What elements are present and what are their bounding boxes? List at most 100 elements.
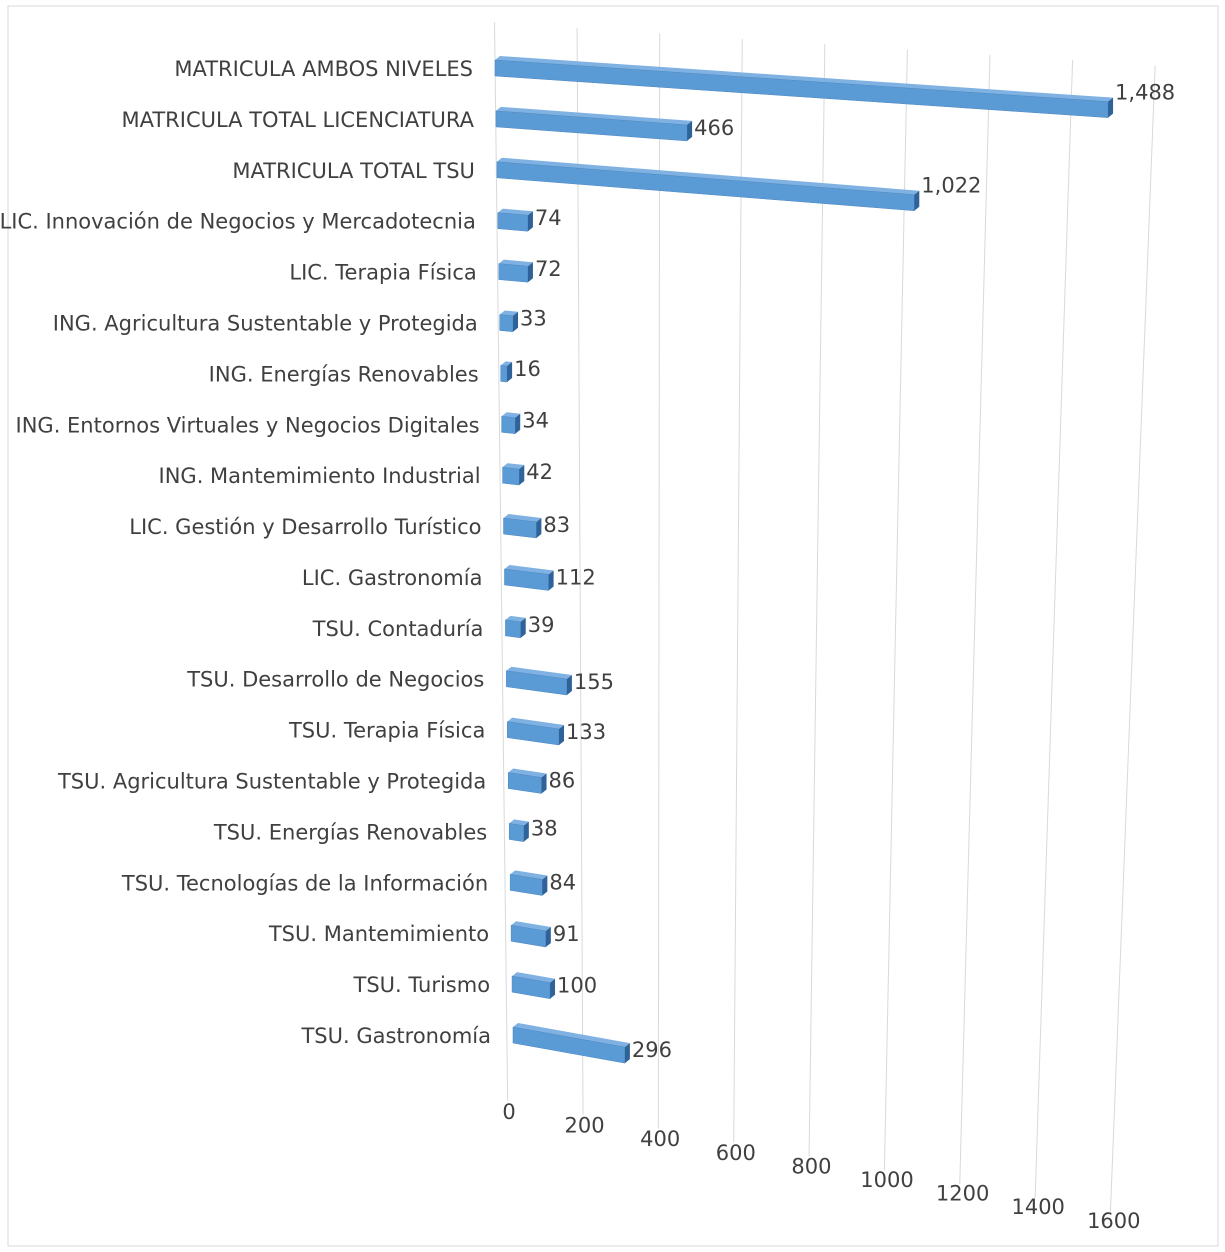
bar-top (504, 564, 554, 575)
grid-line (883, 49, 908, 1171)
category-label: TSU. Energías Renovables (213, 820, 487, 844)
category-label: ING. Entornos Virtuales y Negocios Digit… (16, 413, 480, 437)
bar-end (527, 262, 533, 283)
bar-top (507, 717, 565, 729)
category-label: LIC. Innovación de Negocios y Mercadotec… (0, 210, 476, 234)
bar (502, 466, 520, 486)
grid-line (733, 38, 743, 1143)
value-label: 42 (526, 460, 553, 484)
value-label: 466 (694, 116, 734, 140)
value-label: 155 (574, 670, 614, 694)
bar-top (508, 768, 547, 778)
grid-line (494, 22, 509, 1101)
category-label: TSU. Contaduría (312, 617, 484, 641)
bar-end (542, 875, 548, 896)
bar-top (511, 921, 551, 932)
bar-end (523, 821, 529, 842)
category-label: ING. Mantemimiento Industrial (159, 464, 481, 488)
category-label: TSU. Turismo (353, 973, 491, 997)
bar (501, 415, 516, 434)
x-tick-label: 800 (791, 1154, 831, 1178)
category-label: TSU. Desarrollo de Negocios (186, 668, 484, 692)
value-label: 112 (556, 565, 596, 589)
chart-frame (7, 5, 1219, 1247)
x-tick-label: 1000 (860, 1168, 913, 1192)
category-label: ING. Agricultura Sustentable y Protegida (53, 311, 478, 335)
value-label: 83 (543, 513, 570, 537)
value-label: 1,022 (921, 174, 981, 198)
value-label: 133 (566, 720, 606, 744)
value-label: 1,488 (1115, 81, 1175, 105)
x-tick-label: 600 (716, 1141, 756, 1165)
grid-line (808, 44, 826, 1157)
category-label: LIC. Gestión y Desarrollo Turístico (129, 515, 481, 539)
value-label: 38 (531, 817, 558, 841)
value-label: 16 (514, 357, 541, 381)
x-tick-label: 0 (502, 1100, 515, 1124)
value-label: 74 (535, 206, 562, 230)
bar-top (510, 870, 548, 880)
category-label: MATRICULA AMBOS NIVELES (174, 57, 473, 81)
bar-end (687, 120, 693, 141)
x-tick-label: 1600 (1087, 1209, 1140, 1233)
grid-line (576, 27, 584, 1115)
bar (505, 619, 521, 639)
bar-top (506, 666, 572, 679)
bar-end (541, 773, 547, 794)
bar-end (515, 413, 521, 434)
bar-top (500, 361, 513, 367)
value-label: 34 (522, 409, 549, 433)
category-label: MATRICULA TOTAL TSU (232, 159, 475, 183)
bar-top (513, 1023, 630, 1048)
category-label: MATRICULA TOTAL LICENCIATURA (121, 108, 474, 132)
bar-end (536, 517, 542, 538)
bar-end (914, 190, 920, 211)
bar-top (498, 259, 533, 267)
bar-top (503, 514, 542, 522)
bar (497, 212, 529, 232)
x-tick-label: 1400 (1011, 1195, 1064, 1219)
grid-line (959, 54, 991, 1185)
x-tick-label: 400 (640, 1127, 680, 1151)
value-label: 84 (549, 870, 576, 894)
value-label: 86 (549, 768, 576, 792)
bar-end (566, 674, 572, 695)
bar-end (550, 978, 556, 999)
bar-end (548, 570, 554, 591)
bar-top (501, 412, 521, 418)
value-label: 100 (557, 974, 597, 998)
category-label: TSU. Mantemimiento (268, 922, 489, 946)
bar-end (559, 724, 565, 745)
bar-top (495, 56, 1114, 102)
bar-end (519, 465, 525, 486)
category-label: ING. Energías Renovables (209, 362, 479, 386)
value-label: 91 (553, 922, 580, 946)
bar-end (1108, 97, 1114, 118)
category-label: TSU. Gastronomía (300, 1024, 491, 1048)
bar (499, 314, 514, 333)
category-label: LIC. Terapia Física (289, 261, 476, 285)
grid-line (1109, 65, 1156, 1212)
x-tick-label: 1200 (936, 1182, 989, 1206)
bar-top (497, 208, 533, 216)
bar-end (507, 362, 513, 383)
grid-line (657, 33, 661, 1129)
bar-end (545, 927, 551, 948)
value-label: 72 (535, 257, 562, 281)
x-tick-label: 200 (565, 1114, 605, 1138)
grid-line (1034, 60, 1074, 1198)
bar (500, 365, 508, 383)
value-label: 39 (528, 613, 555, 637)
bar (508, 823, 525, 842)
bar-end (624, 1043, 630, 1064)
bar-top (496, 157, 920, 195)
category-label: LIC. Gastronomía (302, 566, 483, 590)
category-label: TSU. Tecnologías de la Información (121, 871, 488, 895)
value-label: 33 (520, 307, 547, 331)
category-label: TSU. Agricultura Sustentable y Protegida (57, 770, 486, 794)
value-label: 296 (632, 1038, 672, 1062)
bar-end (520, 617, 526, 638)
bar-top (495, 106, 693, 125)
category-label: TSU. Terapia Física (288, 719, 485, 743)
